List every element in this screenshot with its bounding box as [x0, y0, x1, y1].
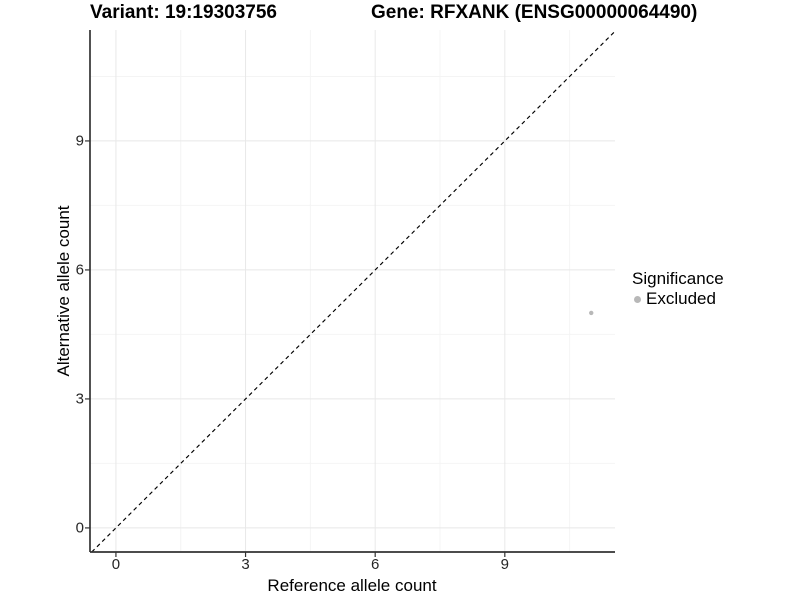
legend-point-icon [634, 295, 641, 303]
identity-line [91, 30, 616, 553]
x-tick-label-6: 6 [371, 556, 380, 573]
plot-title-gene: Gene: RFXANK (ENSG00000064490) [371, 2, 698, 23]
x-tick-label-3: 3 [241, 556, 250, 573]
legend: Significance Excluded [632, 269, 724, 309]
legend-item-excluded: Excluded [632, 289, 724, 309]
legend-title: Significance [632, 269, 724, 288]
y-tick-label-3: 3 [75, 390, 84, 408]
x-tick-label-0: 0 [111, 556, 121, 573]
y-tick-label-9: 9 [75, 132, 84, 150]
legend-item-label: Excluded [646, 289, 716, 308]
y-tick-label-6: 6 [75, 261, 84, 279]
y-axis-label: Alternative allele count [54, 205, 73, 377]
x-axis-label: Reference allele count [267, 576, 437, 595]
data-point [589, 310, 594, 316]
y-tick-label-0: 0 [75, 519, 84, 537]
plot-title-variant: Variant: 19:19303756 [90, 2, 277, 23]
x-tick-label-9: 9 [500, 556, 509, 573]
